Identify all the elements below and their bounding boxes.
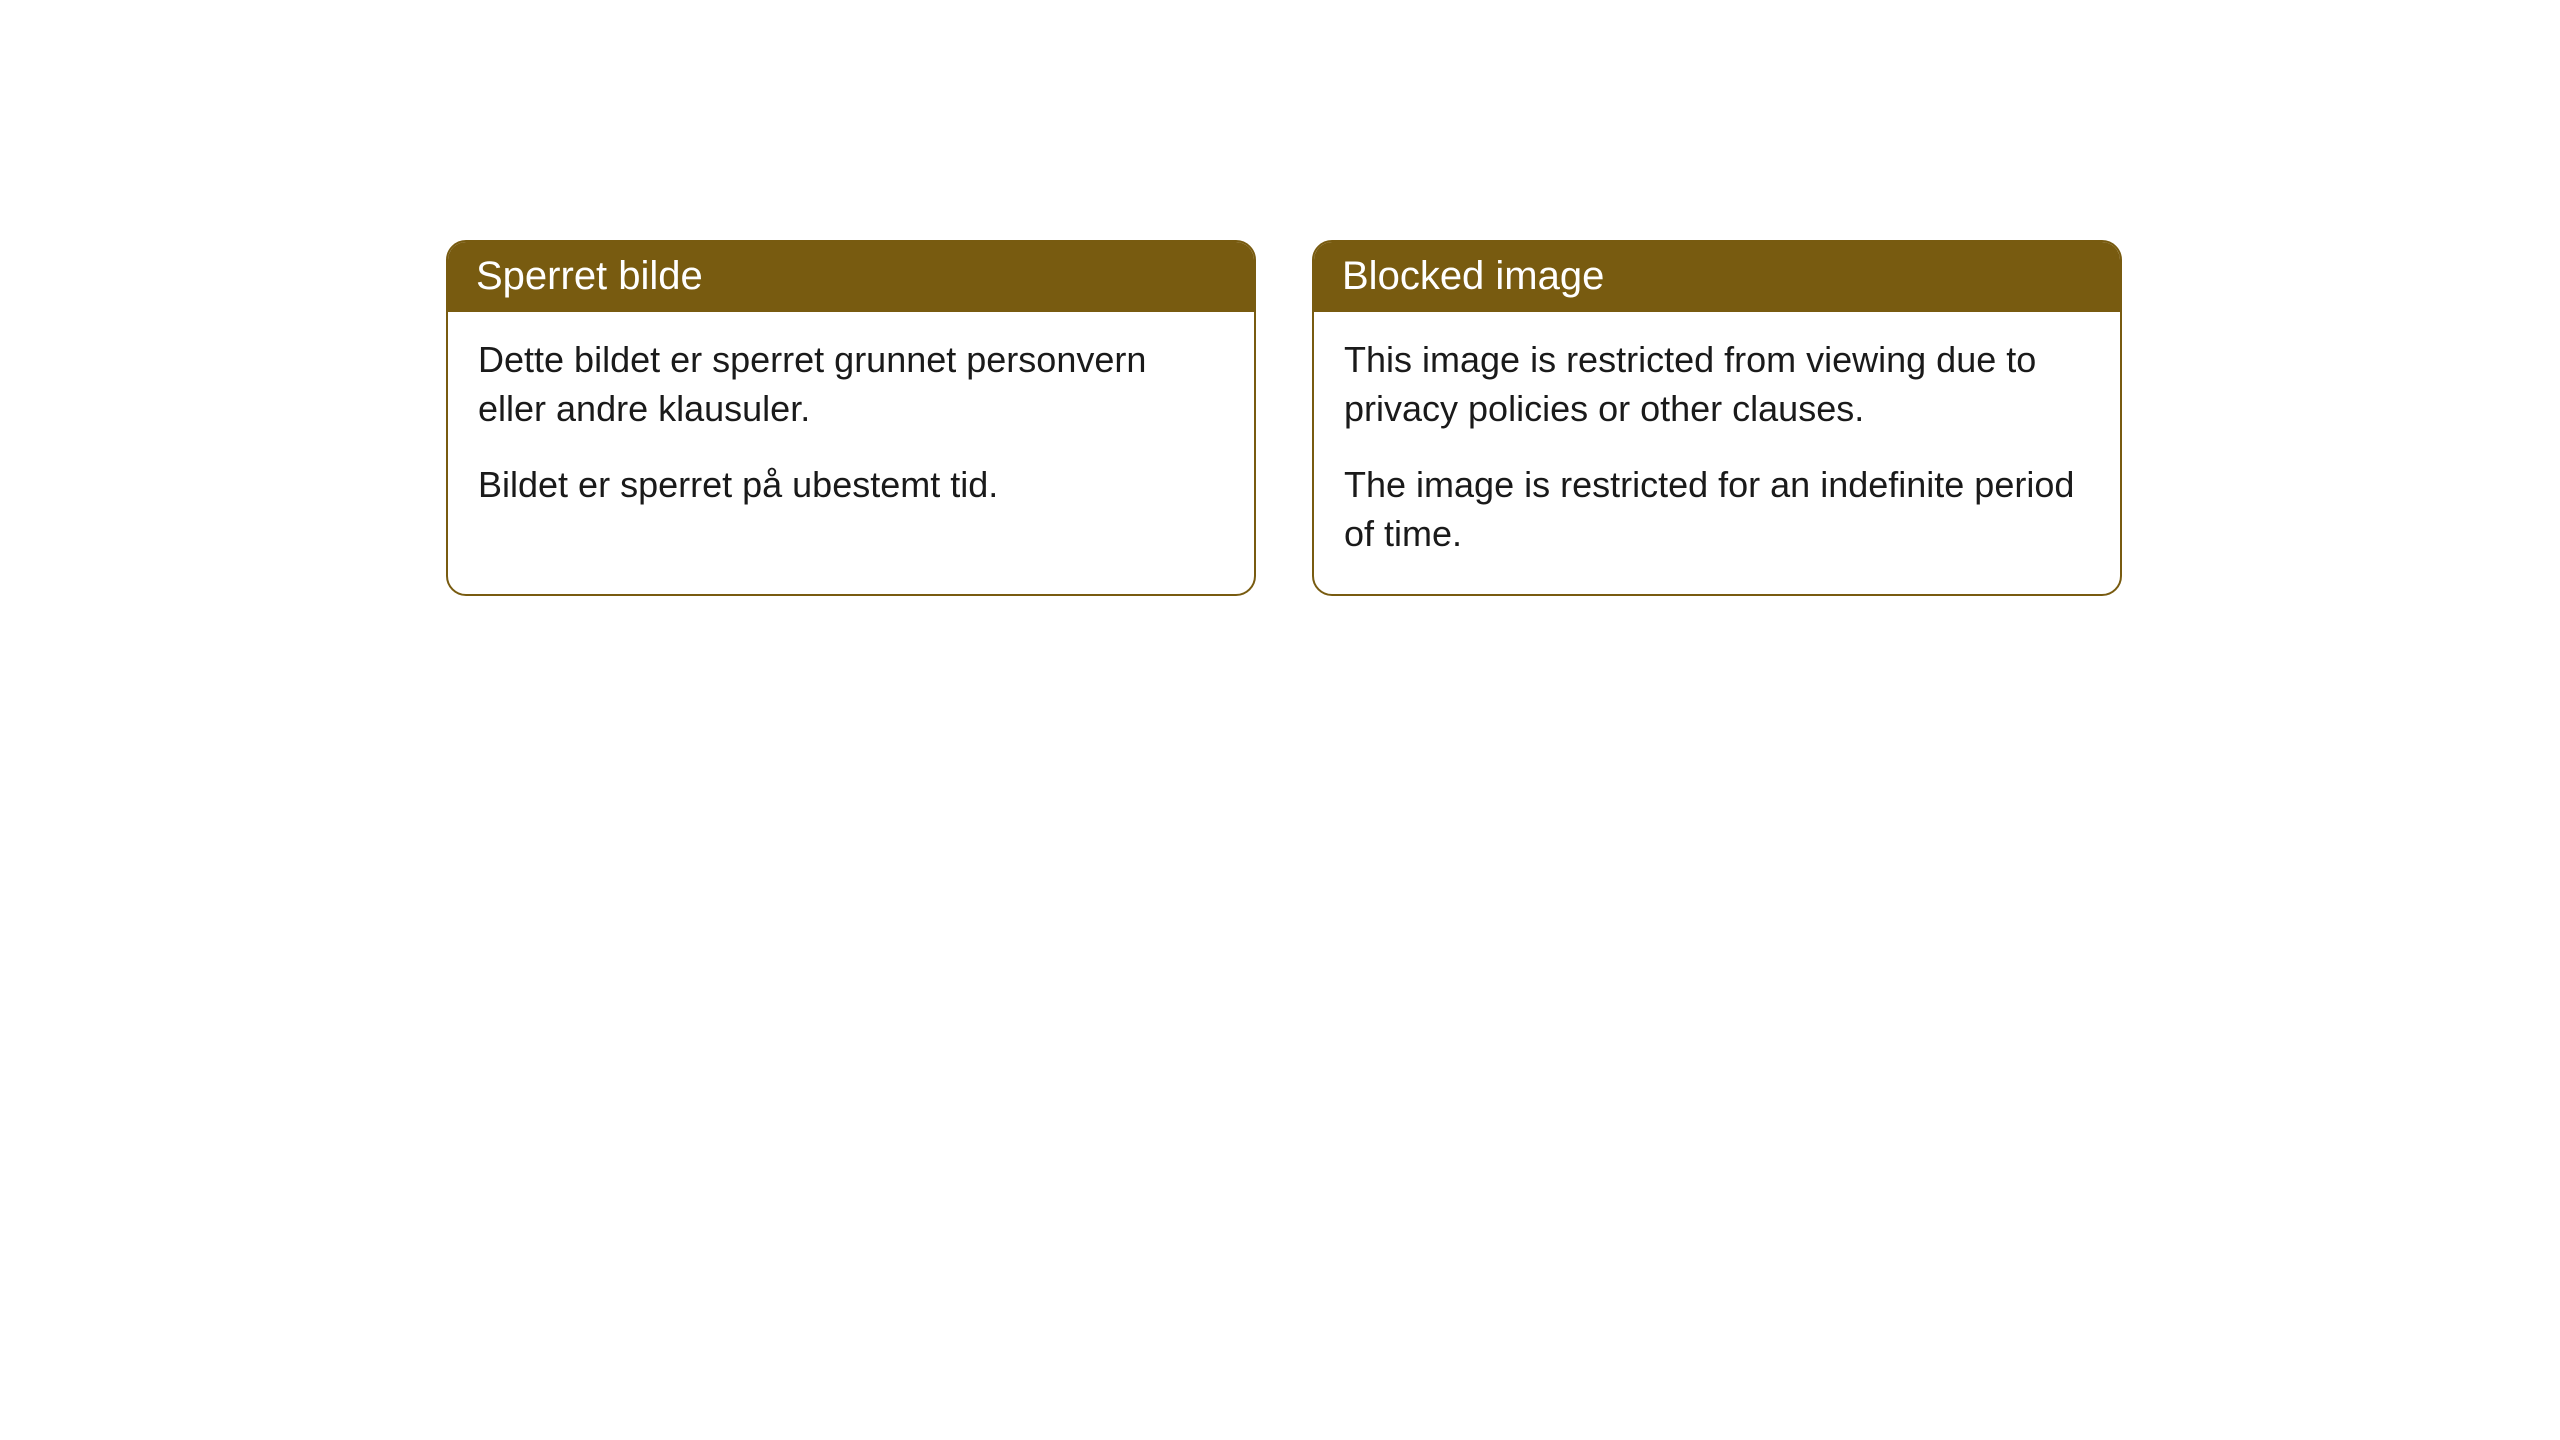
card-header-en: Blocked image <box>1314 242 2120 312</box>
notice-paragraph-no-1: Dette bildet er sperret grunnet personve… <box>478 336 1224 433</box>
notice-paragraph-en-1: This image is restricted from viewing du… <box>1344 336 2090 433</box>
blocked-image-card-no: Sperret bilde Dette bildet er sperret gr… <box>446 240 1256 596</box>
notice-paragraph-en-2: The image is restricted for an indefinit… <box>1344 461 2090 558</box>
notice-container: Sperret bilde Dette bildet er sperret gr… <box>0 0 2560 596</box>
card-header-no: Sperret bilde <box>448 242 1254 312</box>
card-body-en: This image is restricted from viewing du… <box>1314 312 2120 594</box>
notice-paragraph-no-2: Bildet er sperret på ubestemt tid. <box>478 461 1224 510</box>
blocked-image-card-en: Blocked image This image is restricted f… <box>1312 240 2122 596</box>
card-body-no: Dette bildet er sperret grunnet personve… <box>448 312 1254 546</box>
